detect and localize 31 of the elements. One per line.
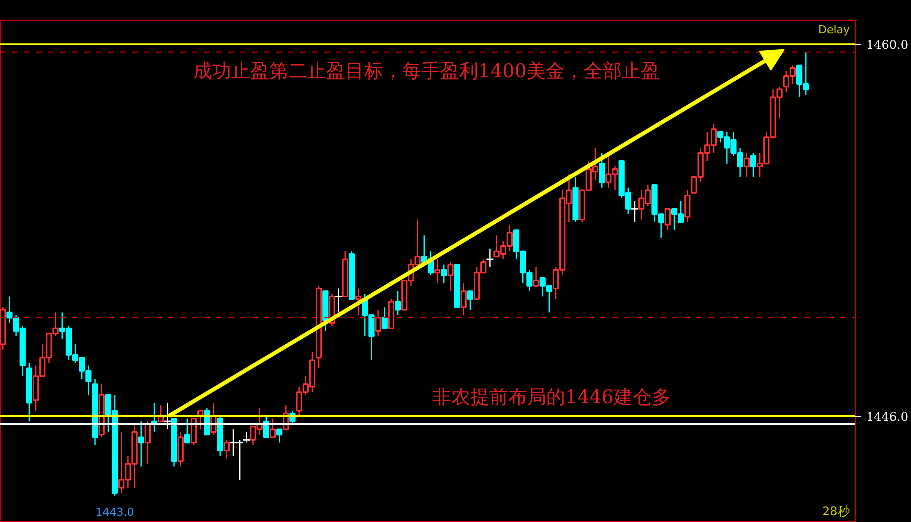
candlestick xyxy=(190,418,198,446)
candlestick xyxy=(144,420,151,465)
candlestick xyxy=(178,432,184,468)
candlestick xyxy=(533,266,540,287)
candlestick xyxy=(460,282,467,316)
candlestick xyxy=(467,290,474,311)
candlestick xyxy=(599,152,606,188)
text: 成功止盈第二止盈目标，每手盈利1400美金，全部止盈 xyxy=(194,60,660,82)
candlestick xyxy=(224,440,230,460)
candlestick xyxy=(434,258,441,284)
candlestick xyxy=(448,262,454,292)
candlestick xyxy=(750,152,757,178)
candlestick xyxy=(744,152,750,178)
candlestick xyxy=(664,208,671,231)
annotation: 非农提前布局的1446建仓多 xyxy=(432,386,671,408)
candlestick xyxy=(395,290,402,316)
candlestick xyxy=(184,418,190,444)
candlestick xyxy=(382,306,388,330)
y-tick-label: 1460.0 xyxy=(866,38,908,52)
candlestick xyxy=(263,416,270,438)
candlestick xyxy=(138,420,144,468)
candlestick xyxy=(684,190,691,223)
candlestick xyxy=(276,428,283,444)
candlestick xyxy=(375,309,382,338)
candlestick xyxy=(356,288,362,316)
y-tick-label: 1446.0 xyxy=(866,410,908,424)
text: 28秒 xyxy=(822,504,850,518)
annotation: 1443.0 xyxy=(96,506,134,519)
candlestick xyxy=(270,418,276,438)
text: Delay xyxy=(818,24,851,36)
candlestick xyxy=(441,264,448,284)
